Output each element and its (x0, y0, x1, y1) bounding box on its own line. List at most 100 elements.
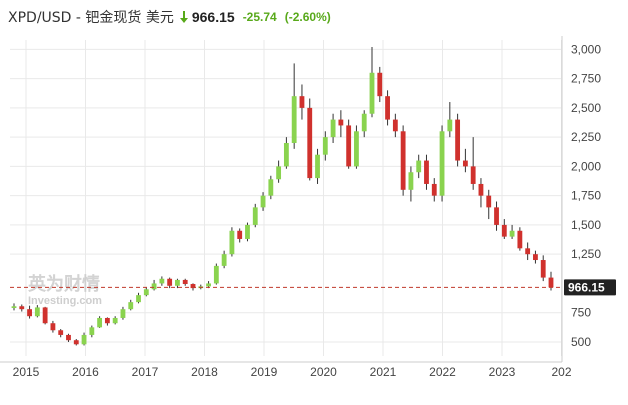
candle-body (112, 317, 118, 324)
candle-body (501, 224, 507, 237)
candle-body (540, 260, 546, 278)
x-tick-label: 2021 (370, 365, 397, 379)
candle-body (73, 340, 79, 345)
candle-body (533, 254, 538, 261)
x-tick-label: 2016 (72, 365, 99, 379)
candle-body (175, 279, 180, 286)
candle-body (330, 119, 336, 138)
y-tick-label: 500 (571, 335, 591, 349)
candle-body (377, 72, 383, 97)
y-tick-label: 2,000 (571, 159, 601, 173)
candle-body (89, 327, 95, 335)
candle-body (182, 279, 188, 285)
candle-body (494, 207, 499, 225)
candle-body (167, 278, 173, 286)
candle-body (237, 230, 243, 239)
candle-body (104, 317, 110, 324)
candle-body (128, 302, 134, 310)
candle-body (151, 283, 157, 290)
candle-body (34, 307, 40, 317)
y-tick-label: 1,500 (571, 218, 601, 232)
candle-body (400, 131, 406, 190)
candle-body (159, 278, 165, 284)
candle-body (525, 248, 531, 255)
x-tick-label: 202 (551, 365, 571, 379)
candle-body (27, 309, 32, 317)
x-tick-label: 2022 (429, 365, 456, 379)
candle-body (439, 131, 445, 196)
candle-body (392, 119, 398, 132)
watermark-en: Investing.com (28, 295, 102, 307)
candle-body (509, 230, 515, 237)
candle-body (548, 277, 554, 288)
candle-body (455, 119, 461, 161)
candle-body (260, 195, 266, 208)
candle-body (338, 119, 344, 126)
candle-body (11, 306, 17, 309)
candle-body (447, 119, 453, 132)
candle-body (66, 334, 71, 341)
candle-body (431, 183, 437, 196)
candle-body (42, 307, 48, 324)
y-tick-label: 2,500 (571, 101, 601, 115)
down-arrow-icon (179, 11, 188, 23)
y-tick-label: 1,750 (571, 189, 601, 203)
candle-body (346, 125, 352, 167)
price-change-percent: (-2.60%) (284, 10, 331, 24)
x-tick-label: 2019 (251, 365, 278, 379)
y-tick-label: 2,750 (571, 72, 601, 86)
last-price-label: 966.15 (564, 279, 616, 296)
candle-body (470, 166, 476, 184)
candle-body (517, 230, 523, 249)
candle-body (276, 166, 282, 180)
candle-body (268, 179, 274, 196)
x-tick-label: 2023 (489, 365, 516, 379)
x-tick-label: 2018 (191, 365, 218, 379)
candle-body (19, 306, 25, 310)
candle-body (291, 96, 297, 143)
candle-body (213, 265, 219, 284)
x-tick-label: 2015 (13, 365, 40, 379)
price-change: -25.74 (242, 10, 277, 24)
watermark-cn: 英为财情 (27, 273, 100, 295)
candle-body (361, 113, 367, 132)
candle-body (190, 284, 196, 289)
candle-body (206, 283, 211, 287)
candle-body (58, 330, 64, 335)
candle-body (50, 323, 56, 331)
candle-body (478, 183, 484, 196)
last-price-label-text: 966.15 (568, 280, 605, 294)
candle-body (245, 224, 250, 239)
candle-body (143, 289, 149, 296)
candle-body (81, 334, 87, 345)
y-tick-label: 3,000 (571, 42, 601, 56)
x-tick-label: 2017 (132, 365, 159, 379)
candle-body (424, 160, 429, 184)
candle-body (307, 107, 313, 179)
candle-body (252, 207, 258, 225)
candle-body (229, 230, 235, 255)
y-tick-label: 2,250 (571, 130, 601, 144)
candle-body (97, 317, 103, 328)
candle-body (486, 195, 492, 208)
candle-body (462, 160, 468, 167)
chart-header: XPD/USD - 钯金现货 美元 966.15 -25.74 (-2.60%) (8, 6, 331, 28)
last-price-label-bg (564, 279, 616, 296)
candle-body (315, 154, 320, 179)
candle-body (369, 72, 375, 114)
y-tick-label: 750 (571, 306, 591, 320)
candle-body (322, 137, 328, 155)
candle-body (416, 160, 422, 173)
candle-body (385, 96, 390, 120)
candle-body (221, 254, 227, 266)
candle-body (408, 172, 414, 190)
candle-body (136, 295, 141, 303)
candle-body (283, 142, 289, 167)
candle-body (299, 96, 305, 108)
last-price: 966.15 (191, 9, 235, 25)
candle-body (120, 309, 126, 318)
instrument-title: XPD/USD - 钯金现货 美元 (8, 10, 174, 26)
y-tick-label: 1,250 (571, 247, 601, 261)
x-tick-label: 2020 (310, 365, 337, 379)
